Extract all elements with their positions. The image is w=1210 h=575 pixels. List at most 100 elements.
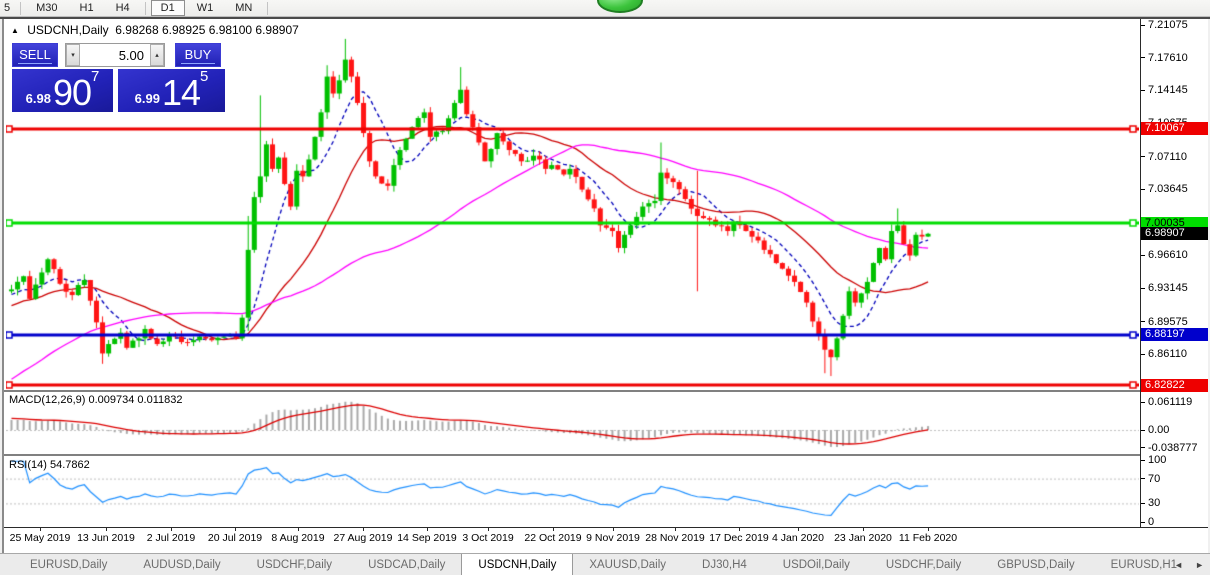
date-tick-mark	[363, 528, 364, 531]
ask-price-pip: 5	[200, 68, 209, 85]
macd-indicator-label: MACD(12,26,9) 0.009734 0.011832	[9, 394, 183, 406]
date-tick-label: 23 Jan 2020	[834, 532, 892, 544]
chart-tab-audusd-daily[interactable]: AUDUSD,Daily	[143, 558, 221, 571]
timeframe-button-m30[interactable]: M30	[36, 2, 58, 14]
price-level-badge: 7.00035	[1141, 216, 1208, 230]
chart-title: ▲ USDCNH,Daily 6.98268 6.98925 6.98100 6…	[11, 23, 299, 37]
price-scale[interactable]: 7.210757.176107.141457.106757.071107.036…	[1141, 19, 1208, 528]
pane-splitter[interactable]	[4, 390, 1208, 392]
date-tick-label: 8 Aug 2019	[271, 532, 325, 544]
bid-price-display[interactable]: 6.98 90 7	[12, 69, 113, 112]
timeframe-button-w1[interactable]: W1	[196, 2, 214, 14]
tab-scroll-right-icon[interactable]: ►	[1195, 559, 1204, 570]
rsi-tick-label: 100	[1141, 454, 1166, 466]
date-tick-mark	[488, 528, 489, 531]
sell-button[interactable]: SELL	[12, 43, 58, 67]
timeframe-button-mn[interactable]: MN	[235, 2, 253, 14]
price-tick-label: 7.17610	[1141, 52, 1188, 64]
date-tick-mark	[298, 528, 299, 531]
price-tick-label: 7.03645	[1141, 183, 1188, 195]
time-scale[interactable]: 25 May 2019 13 Jun 2019 2 Jul 2019 20 Jul 2…	[4, 527, 1208, 553]
price-level-badge: 6.82822	[1141, 378, 1208, 392]
date-tick-mark	[171, 528, 172, 531]
chart-tab-usdoil-daily[interactable]: USDOil,Daily	[782, 558, 850, 571]
date-tick-mark	[739, 528, 740, 531]
price-tick-label: 7.21075	[1141, 19, 1188, 31]
chart-tab-gbpusd-daily[interactable]: GBPUSD,Daily	[997, 558, 1075, 571]
ask-price-display[interactable]: 6.99 14 5	[118, 69, 225, 112]
date-tick-label: 11 Feb 2020	[898, 532, 958, 544]
date-tick-mark	[106, 528, 107, 531]
price-axis-border	[1140, 19, 1141, 527]
chart-tab-usdchf-daily[interactable]: USDCHF,Daily	[885, 558, 962, 571]
chart-tab-eurusd-daily[interactable]: EURUSD,Daily	[30, 558, 108, 571]
tab-scroll-left-icon[interactable]: ◄	[1174, 559, 1184, 570]
date-tick-mark	[798, 528, 799, 531]
price-tick-label: 7.07110	[1141, 151, 1187, 163]
price-level-badge: 6.98907	[1141, 227, 1208, 241]
date-tick-label: 20 Jul 2019	[207, 532, 263, 544]
date-tick-label: 13 Jun 2019	[77, 532, 135, 544]
date-tick-label: 14 Sep 2019	[397, 532, 457, 544]
price-tick-label: 6.93145	[1141, 282, 1188, 294]
macd-tick-label: -0.038777	[1141, 442, 1198, 454]
rsi-tick-label: 0	[1141, 516, 1154, 528]
timeframe-button-5[interactable]: 5	[4, 2, 11, 14]
toolbar-separator	[20, 1, 22, 15]
chart-tab-usdcad-daily[interactable]: USDCAD,Daily	[368, 558, 446, 571]
price-tick-label: 6.86110	[1141, 348, 1187, 360]
chart-ohlc-values: 6.98268 6.98925 6.98100 6.98907	[115, 23, 299, 37]
one-click-collapse-icon[interactable]: ▲	[11, 26, 19, 35]
price-tick-label: 6.96610	[1141, 249, 1188, 261]
one-click-trade-panel: SELL ▾ ▴ BUY 6.98 90 7 6.99 14 5	[12, 43, 231, 112]
price-tick-label: 7.14145	[1141, 84, 1188, 96]
date-tick-mark	[40, 528, 41, 531]
window-frame-divider	[0, 17, 1210, 19]
date-tick-mark	[863, 528, 864, 531]
rsi-pane[interactable]	[6, 456, 1139, 526]
chart-symbol-label: USDCNH,Daily	[27, 23, 109, 37]
volume-increase-button[interactable]: ▴	[150, 44, 164, 66]
volume-stepper: ▾ ▴	[65, 43, 165, 67]
ask-price-main: 14	[161, 72, 201, 113]
date-tick-label: 28 Nov 2019	[645, 532, 705, 544]
toolbar-separator	[144, 1, 146, 15]
price-tick-label: 6.89575	[1141, 316, 1188, 328]
macd-tick-label: 0.00	[1141, 424, 1169, 436]
price-level-badge: 7.10067	[1141, 122, 1208, 136]
price-level-badge: 6.88197	[1141, 328, 1208, 342]
ask-price-prefix: 6.99	[134, 91, 160, 106]
volume-input[interactable]	[80, 44, 150, 66]
macd-pane[interactable]	[6, 392, 1139, 454]
volume-decrease-button[interactable]: ▾	[66, 44, 80, 66]
date-tick-label: 3 Oct 2019	[462, 532, 514, 544]
date-tick-mark	[427, 528, 428, 531]
pane-splitter[interactable]	[4, 454, 1208, 456]
chart-window: ▲ USDCNH,Daily 6.98268 6.98925 6.98100 6…	[2, 19, 1208, 553]
chart-tab-usdcnh-daily[interactable]: USDCNH,Daily	[461, 554, 574, 575]
chart-tab-eurusd-h1[interactable]: EURUSD,H1	[1110, 558, 1178, 571]
buy-button[interactable]: BUY	[175, 43, 221, 67]
chart-tab-dj30-h4[interactable]: DJ30,H4	[702, 558, 747, 571]
date-tick-mark	[675, 528, 676, 531]
chart-tab-usdchf-daily[interactable]: USDCHF,Daily	[256, 558, 333, 571]
rsi-tick-label: 70	[1141, 473, 1160, 485]
date-tick-label: 22 Oct 2019	[524, 532, 582, 544]
bid-price-prefix: 6.98	[25, 91, 51, 106]
date-tick-mark	[235, 528, 236, 531]
date-tick-mark	[928, 528, 929, 531]
timeframe-button-h1[interactable]: H1	[79, 2, 94, 14]
timeframe-button-d1[interactable]: D1	[150, 0, 185, 16]
rsi-tick-label: 30	[1141, 497, 1160, 509]
date-tick-label: 4 Jan 2020	[772, 532, 824, 544]
date-tick-label: 9 Nov 2019	[586, 532, 640, 544]
date-tick-label: 2 Jul 2019	[146, 532, 196, 544]
chart-tab-bar: EURUSD,Daily AUDUSD,Daily USDCHF,Daily USDC…	[0, 553, 1210, 575]
timeframe-button-h4[interactable]: H4	[115, 2, 130, 14]
chart-tab-xauusd-daily[interactable]: XAUUSD,Daily	[589, 558, 667, 571]
bid-price-pip: 7	[91, 68, 100, 85]
date-tick-mark	[613, 528, 614, 531]
date-tick-label: 27 Aug 2019	[333, 532, 393, 544]
date-tick-label: 25 May 2019	[9, 532, 71, 544]
